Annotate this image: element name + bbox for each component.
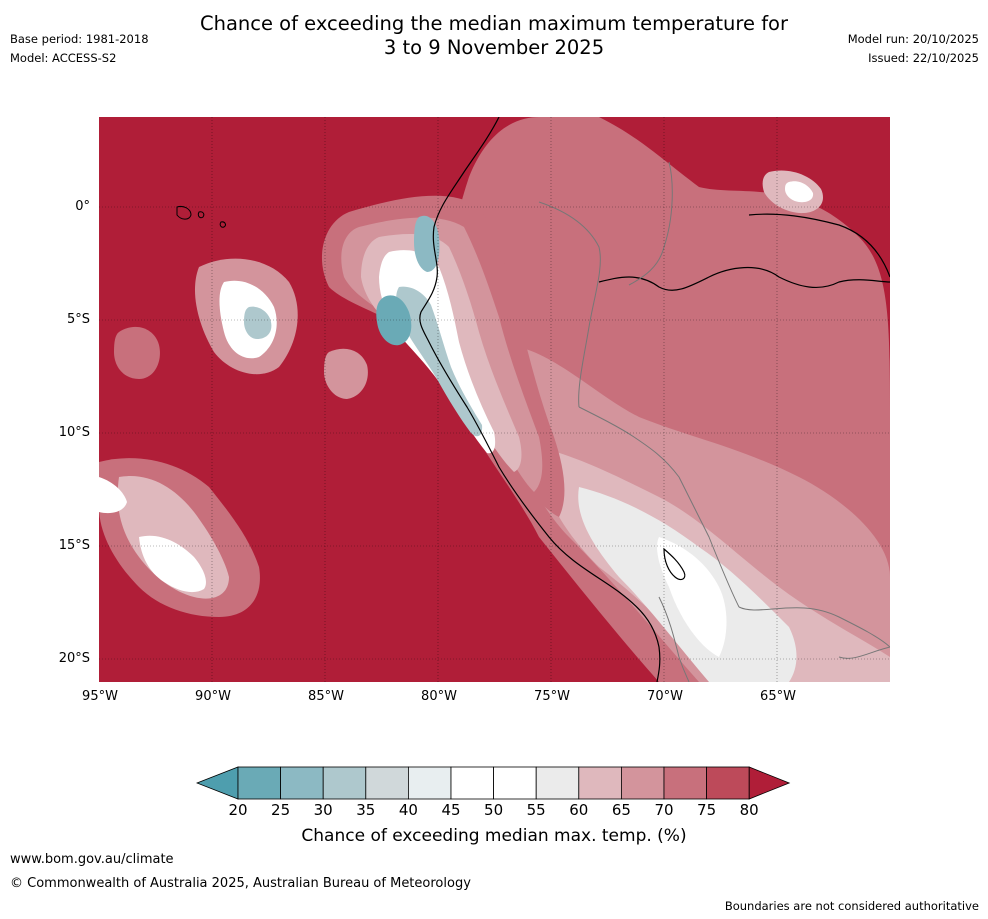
colorbar-tick-label: 40 (398, 801, 418, 819)
title-line-2: 3 to 9 November 2025 (383, 36, 605, 59)
colorbar (196, 766, 791, 800)
map-panel (99, 117, 890, 682)
base-period: Base period: 1981-2018 (10, 32, 149, 46)
colorbar-tick-label: 75 (697, 801, 717, 819)
contour-patch-southwest-white (139, 535, 206, 593)
colorbar-tick-label: 25 (271, 801, 291, 819)
colorbar-segment (620, 766, 665, 800)
colorbar-tick-label: 55 (526, 801, 546, 819)
lat-label-0: 0° (75, 199, 90, 214)
colorbar-segment (706, 766, 750, 800)
lon-label-95w: 95°W (82, 689, 118, 704)
contour-patch-small-1 (324, 348, 368, 399)
meta-left: Base period: 1981-2018 Model: ACCESS-S2 (10, 30, 149, 68)
coastline-lake (663, 547, 686, 581)
coastline-amazon (598, 266, 890, 291)
issued-date: Issued: 22/10/2025 (868, 51, 979, 65)
model-name: Model: ACCESS-S2 (10, 51, 117, 65)
colorbar-segment (365, 766, 409, 800)
footer-copyright: © Commonwealth of Australia 2025, Austra… (10, 876, 471, 891)
colorbar-segment (663, 766, 707, 800)
lon-label-80w: 80°W (421, 689, 457, 704)
colorbar-tick-label: 50 (484, 801, 504, 819)
footer-website: www.bom.gov.au/climate (10, 852, 174, 867)
colorbar-segment (280, 766, 324, 800)
coastline (419, 117, 661, 682)
contour-region-coast-blue-dark (376, 295, 412, 346)
colorbar-under-arrow (196, 766, 239, 800)
colorbar-tick-label: 65 (611, 801, 631, 819)
colorbar-tick-label: 60 (569, 801, 589, 819)
colorbar-segment (450, 766, 494, 800)
lat-label-10s: 10°S (58, 425, 90, 440)
contour-patch-west-blue (244, 306, 272, 339)
meta-right: Model run: 20/10/2025 Issued: 22/10/2025 (848, 30, 979, 68)
colorbar-segment (493, 766, 537, 800)
model-run: Model run: 20/10/2025 (847, 32, 979, 46)
gridlines (99, 117, 890, 682)
contour-patch-edge-west (99, 477, 127, 514)
colorbar-tick-label: 80 (739, 801, 759, 819)
colorbar-segment (407, 766, 452, 800)
colorbar-segment (322, 766, 367, 800)
lat-label-20s: 20°S (58, 651, 90, 666)
footer-disclaimer: Boundaries are not considered authoritat… (724, 899, 979, 913)
title-line-1: Chance of exceeding the median maximum t… (199, 12, 789, 35)
lon-label-85w: 85°W (308, 689, 344, 704)
contour-patch-northeast-white (785, 181, 814, 203)
lon-label-90w: 90°W (195, 689, 231, 704)
lat-label-15s: 15°S (58, 538, 90, 553)
colorbar-title: Chance of exceeding median max. temp. (%… (301, 826, 687, 846)
contour-patch-small-2 (114, 326, 160, 379)
contour-region-altiplano-white (657, 537, 727, 657)
lon-label-75w: 75°W (534, 689, 570, 704)
lat-label-5s: 5°S (66, 312, 90, 327)
colorbar-tick-label: 45 (441, 801, 461, 819)
colorbar-tick-label: 20 (228, 801, 248, 819)
colorbar-segment (237, 766, 281, 800)
colorbar-over-arrow (748, 766, 791, 800)
colorbar-segment (578, 766, 622, 800)
map-title: Chance of exceeding the median maximum t… (0, 12, 988, 60)
colorbar-tick-label: 35 (356, 801, 376, 819)
colorbar-tick-label: 70 (654, 801, 674, 819)
lon-label-65w: 65°W (760, 689, 796, 704)
colorbar-segment (535, 766, 580, 800)
colorbar-tick-label: 30 (313, 801, 333, 819)
lon-label-70w: 70°W (647, 689, 683, 704)
coastline-northeast (748, 213, 890, 278)
